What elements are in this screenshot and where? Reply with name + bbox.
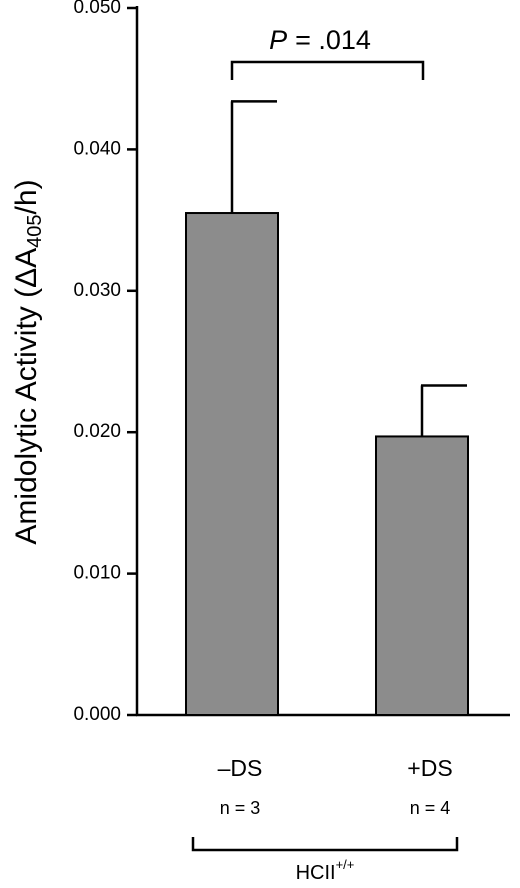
significance-bracket: [230, 60, 425, 80]
y-tick-label: 0.030: [73, 280, 121, 301]
y-label-end: /h): [10, 179, 43, 214]
group-sup: +/+: [336, 857, 355, 872]
y-tick-label: 0.010: [73, 563, 121, 584]
y-tick-label: 0.020: [73, 421, 121, 442]
p-value: = .014: [295, 25, 371, 55]
significance: P = .014: [269, 25, 371, 55]
error-bar: [230, 100, 277, 214]
p-italic: P: [269, 25, 287, 55]
y-label-main: Amidolytic Activity (ΔA: [10, 248, 43, 545]
y-axis-label: Amidolytic Activity (ΔA405/h): [10, 179, 46, 544]
bar: [375, 435, 469, 716]
y-label-sub: 405: [24, 214, 46, 247]
group-label: HCII+/+: [296, 857, 355, 884]
bar: [185, 212, 279, 716]
error-bar: [420, 384, 467, 437]
x-tick-label: +DS: [407, 755, 452, 781]
x-tick-label: –DS: [218, 755, 263, 781]
group-main: HCII: [296, 862, 336, 884]
n-label: n = 3: [220, 798, 261, 818]
y-tick-label: 0.050: [73, 0, 121, 18]
group-bracket: [191, 837, 459, 852]
n-label: n = 4: [410, 798, 451, 818]
y-tick-label: 0.040: [73, 138, 121, 159]
y-tick-label: 0.000: [73, 704, 121, 725]
